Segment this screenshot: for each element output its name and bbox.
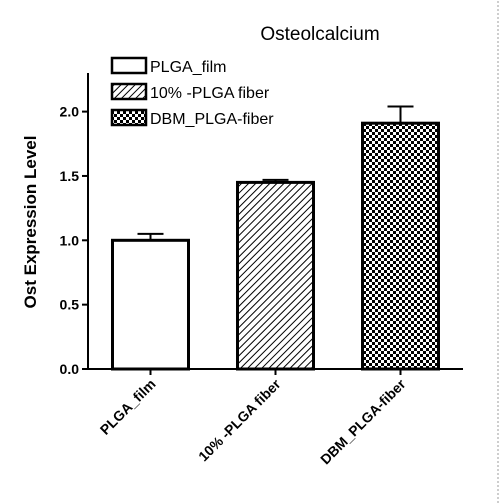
x-tick-label-plga-film: PLGA_film bbox=[97, 376, 159, 438]
legend: PLGA_film 10% -PLGA fiber DBM_PLGA-fiber bbox=[110, 56, 274, 128]
y-tick-label: 2.0 bbox=[60, 104, 80, 120]
bar-10-plga-fiber bbox=[236, 180, 315, 371]
x-tick-labels: PLGA_film 10% -PLGA fiber DBM_PLGA-fiber bbox=[97, 369, 409, 467]
legend-label-plga-film: PLGA_film bbox=[150, 59, 226, 76]
legend-swatch-plga-film bbox=[110, 56, 148, 75]
y-axis-label: Ost Expression Level bbox=[21, 136, 40, 309]
x-tick-label-dbm-plga-fiber: DBM_PLGA-fiber bbox=[317, 375, 409, 467]
legend-label-10-plga-fiber: 10% -PLGA fiber bbox=[150, 85, 270, 102]
legend-swatch-10-plga-fiber bbox=[110, 82, 148, 101]
y-tick-label: 1.5 bbox=[60, 168, 80, 184]
legend-label-dbm-plga-fiber: DBM_PLGA-fiber bbox=[150, 111, 274, 128]
bar-plga-film bbox=[111, 238, 190, 371]
y-tick-label: 1.0 bbox=[60, 232, 80, 248]
edge-dotted-border bbox=[496, 0, 500, 503]
bar-dbm-plga-fiber bbox=[361, 121, 440, 371]
y-tick-label: 0.0 bbox=[60, 361, 80, 377]
legend-swatch-dbm-plga-fiber bbox=[110, 108, 148, 127]
y-tick-labels: 0.0 0.5 1.0 1.5 2.0 bbox=[60, 104, 88, 377]
bars bbox=[111, 105, 440, 371]
chart-title: Osteolcalcium bbox=[260, 24, 379, 45]
x-tick-label-10-plga-fiber: 10% -PLGA fiber bbox=[195, 375, 284, 464]
y-tick-label: 0.5 bbox=[60, 297, 80, 313]
